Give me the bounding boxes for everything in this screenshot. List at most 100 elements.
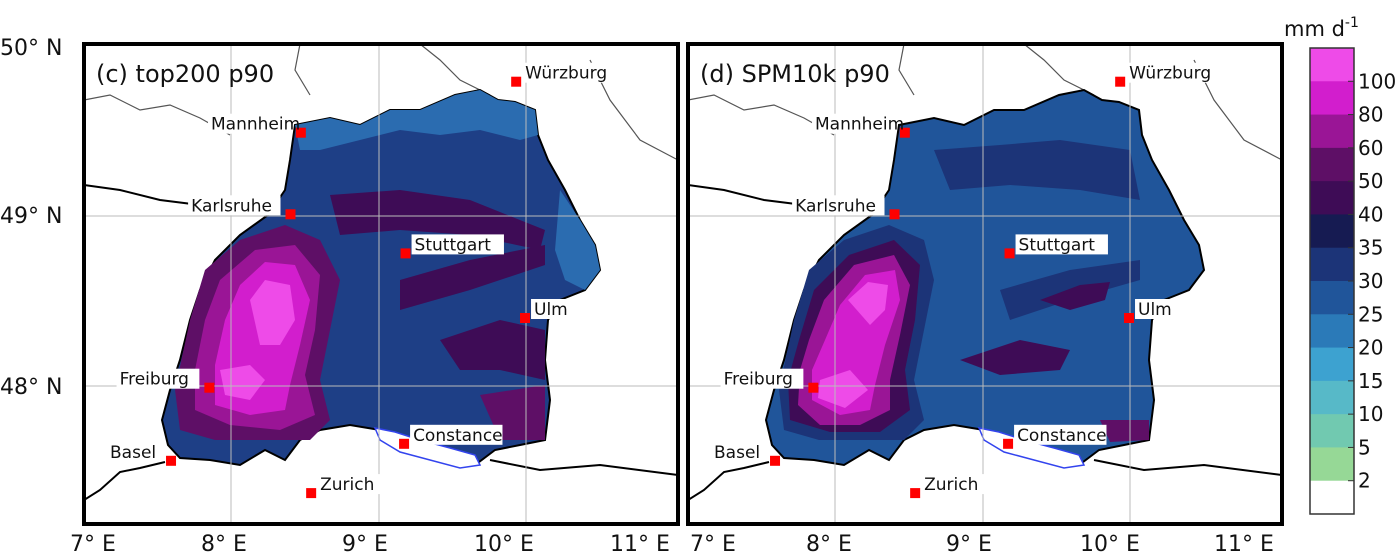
city-label-bg-stuttgart-d — [1015, 234, 1108, 255]
lon-label-9-left: 9° E — [342, 532, 388, 555]
city-label-mannheim-c: Mannheim — [211, 115, 300, 135]
lon-label-8-right: 8° E — [806, 532, 852, 555]
city-label-bg-constance-d — [1014, 424, 1107, 445]
colorbar-swatch-12 — [1310, 447, 1354, 482]
colorbar-swatch-4 — [1310, 181, 1354, 215]
colorbar-label-30: 30 — [1358, 269, 1383, 293]
colorbar-label-35: 35 — [1358, 236, 1383, 260]
city-label-bg-freiburg-c — [116, 368, 200, 389]
city-marker-constance-c — [399, 438, 410, 449]
lat-label-49: 49° N — [0, 204, 62, 229]
city-label-freiburg-c: Freiburg — [120, 370, 189, 390]
colorbar-label-60: 60 — [1358, 136, 1383, 160]
city-marker-mannheim-c — [295, 127, 306, 138]
colorbar-swatch-11 — [1310, 414, 1354, 448]
map-frame-d — [686, 42, 1284, 526]
city-label-bg-ulm-c — [531, 299, 566, 319]
city-label-bg-karlsruhe-d — [792, 195, 885, 216]
map-panel-c — [84, 44, 678, 524]
city-label-bg-wrzburg-d — [1126, 62, 1209, 83]
city-marker-zurich-c — [306, 488, 317, 499]
colorbar-swatch-0 — [1310, 48, 1354, 82]
city-label-bg-ulm-d — [1135, 299, 1170, 319]
city-label-bg-zurich-d — [921, 474, 985, 495]
colorbar-swatch-9 — [1310, 347, 1354, 382]
city-label-zurich-c: Zurich — [320, 475, 374, 495]
city-label-bg-basel-d — [711, 441, 766, 462]
colorbar-label-2: 2 — [1358, 469, 1371, 493]
map-panel-d — [688, 44, 1282, 524]
city-label-constance-d: Constance — [1017, 426, 1107, 446]
city-label-constance-c: Constance — [413, 426, 503, 446]
city-marker-wrzburg-d — [1115, 76, 1126, 87]
colorbar-swatch-3 — [1310, 147, 1354, 182]
map-frame-c — [82, 42, 680, 526]
colorbar-label-20: 20 — [1358, 336, 1383, 360]
lon-label-7-right: 7° E — [690, 532, 736, 555]
city-label-bg-mannheim-d — [812, 113, 895, 134]
city-label-zurich-d: Zurich — [924, 475, 978, 495]
colorbar-swatch-8 — [1310, 314, 1354, 349]
city-label-wrzburg-c: Würzburg — [525, 64, 607, 84]
city-label-bg-zurich-c — [317, 474, 381, 495]
lon-label-8-left: 8° E — [201, 532, 247, 555]
colorbar-swatch-6 — [1310, 247, 1354, 282]
lon-label-10-left: 10° E — [474, 532, 534, 555]
lon-label-11-left: 11° E — [610, 532, 670, 555]
city-marker-wrzburg-c — [511, 76, 522, 87]
colorbar-swatch-13 — [1310, 480, 1354, 515]
city-marker-stuttgart-d — [1004, 248, 1015, 259]
colorbar-swatch-10 — [1310, 380, 1354, 415]
city-label-basel-d: Basel — [714, 443, 760, 463]
city-marker-basel-c — [166, 455, 177, 466]
colorbar-label-40: 40 — [1358, 202, 1383, 226]
colorbar-label-50: 50 — [1358, 169, 1383, 193]
city-label-stuttgart-d: Stuttgart — [1019, 235, 1096, 255]
lon-label-9-right: 9° E — [946, 532, 992, 555]
city-marker-karlsruhe-d — [889, 209, 900, 220]
lon-label-11-right: 11° E — [1214, 532, 1274, 555]
city-label-mannheim-d: Mannheim — [815, 115, 904, 135]
lon-label-7-left: 7° E — [70, 532, 116, 555]
lat-label-50: 50° N — [0, 36, 62, 61]
colorbar-label-100: 100 — [1358, 69, 1396, 93]
colorbar-label-25: 25 — [1358, 302, 1383, 326]
city-marker-mannheim-d — [899, 127, 910, 138]
city-marker-zurich-d — [910, 488, 921, 499]
colorbar-swatch-7 — [1310, 281, 1354, 315]
city-label-wrzburg-d: Würzburg — [1129, 64, 1211, 84]
city-label-basel-c: Basel — [110, 443, 156, 463]
city-label-karlsruhe-c: Karlsruhe — [191, 196, 272, 216]
panel-label-d: (d) SPM10k p90 — [700, 60, 890, 88]
colorbar-label-10: 10 — [1358, 402, 1383, 426]
city-marker-karlsruhe-c — [285, 209, 296, 220]
city-label-ulm-d: Ulm — [1138, 300, 1172, 320]
city-label-ulm-c: Ulm — [534, 300, 568, 320]
lat-label-48: 48° N — [0, 375, 62, 400]
panel-label-c: (c) top200 p90 — [96, 60, 274, 88]
city-marker-ulm-c — [520, 313, 531, 323]
city-marker-basel-d — [770, 455, 781, 466]
city-marker-stuttgart-c — [400, 248, 411, 259]
colorbar-label-80: 80 — [1358, 103, 1383, 127]
city-markers-c: Würzburg Mannheim Karlsruhe Stuttgart Ulm Fre… — [107, 62, 607, 499]
city-label-karlsruhe-d: Karlsruhe — [795, 196, 876, 216]
colorbar-label-5: 5 — [1358, 435, 1371, 459]
city-label-stuttgart-c: Stuttgart — [415, 235, 492, 255]
city-marker-freiburg-d — [808, 382, 819, 393]
city-label-bg-basel-c — [107, 441, 162, 462]
city-label-bg-constance-c — [410, 424, 503, 445]
lon-label-10-right: 10° E — [1080, 532, 1140, 555]
city-label-bg-freiburg-d — [720, 368, 804, 389]
city-label-bg-wrzburg-c — [522, 62, 605, 83]
city-marker-ulm-d — [1124, 313, 1135, 323]
city-marker-constance-d — [1003, 438, 1014, 449]
city-markers-d: Würzburg Mannheim Karlsruhe Stuttgart Ulm Fre… — [711, 62, 1211, 499]
city-marker-freiburg-c — [204, 382, 215, 393]
colorbar-swatch-2 — [1310, 114, 1354, 149]
colorbar-label-15: 15 — [1358, 369, 1383, 393]
colorbar-unit: mm d-1 — [1284, 15, 1359, 41]
city-label-bg-karlsruhe-c — [188, 195, 281, 216]
city-label-bg-stuttgart-c — [411, 234, 504, 255]
